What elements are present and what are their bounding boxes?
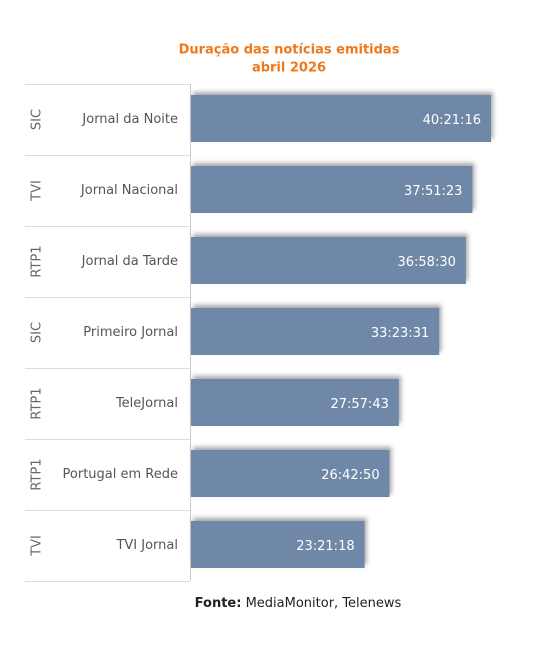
- bar: [191, 521, 365, 568]
- source: Fonte: MediaMonitor, Telenews: [195, 596, 402, 611]
- value-label: 26:42:50: [321, 468, 379, 483]
- value-label: 33:23:31: [371, 326, 429, 341]
- category-label: Jornal da Noite: [81, 112, 178, 127]
- category-label: Primeiro Jornal: [83, 325, 178, 340]
- group-label: RTP1: [30, 458, 45, 490]
- value-label: 27:57:43: [330, 397, 388, 412]
- bar: [191, 237, 466, 284]
- bar: [191, 95, 491, 142]
- category-label: Portugal em Rede: [63, 467, 178, 482]
- source-text: MediaMonitor, Telenews: [246, 596, 402, 611]
- value-label: 36:58:30: [397, 255, 455, 270]
- group-label: RTP1: [30, 245, 45, 277]
- bar: [191, 379, 399, 426]
- group-label: TVI: [30, 180, 45, 202]
- category-label: Jornal Nacional: [80, 183, 178, 198]
- bar: [191, 166, 473, 213]
- value-label: 40:21:16: [423, 113, 481, 128]
- bar: [191, 450, 390, 497]
- bar: [191, 308, 440, 355]
- group-label: RTP1: [30, 387, 45, 419]
- chart-title: Duração das notícias emitidas: [179, 43, 400, 58]
- group-label: TVI: [30, 535, 45, 557]
- group-label: SIC: [30, 109, 45, 130]
- category-label: Jornal da Tarde: [81, 254, 178, 269]
- value-label: 37:51:23: [404, 184, 462, 199]
- chart-subtitle: abril 2026: [252, 61, 326, 76]
- source-label: Fonte:: [195, 596, 242, 611]
- value-label: 23:21:18: [296, 539, 354, 554]
- group-label: SIC: [30, 322, 45, 343]
- category-label: TeleJornal: [115, 396, 178, 411]
- category-label: TVI Jornal: [115, 538, 178, 553]
